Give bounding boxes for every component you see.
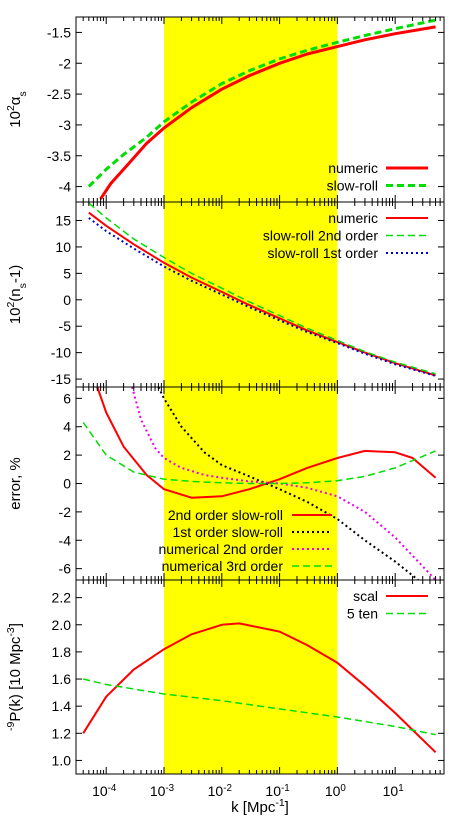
ytick-label: -2: [59, 55, 72, 71]
ytick-label: -15: [51, 371, 71, 387]
axes-ticks: -4 -3.5 -3 -2.5 -2 -1.5 -15 -10 -5 0 5 10 15 -6 -4 -2 0 2…: [47, 17, 445, 800]
ytick-label: 1.2: [52, 725, 72, 741]
legend-label-error-3: numerical 3rd order: [162, 558, 284, 574]
legend-label-ns-2: slow-roll 1st order: [268, 245, 379, 261]
series-line-error-3: [82, 422, 436, 485]
ytick-label: 4: [63, 419, 71, 435]
xtick-label: 10-1: [265, 783, 289, 800]
xtick-label: 101: [383, 783, 404, 800]
ytick-label: -5: [59, 318, 72, 334]
ytick-label: 10: [55, 239, 71, 255]
highlight-band-alpha: [164, 17, 338, 202]
ylabel-alpha: 102αs: [5, 91, 29, 127]
ytick-label: -1.5: [47, 24, 71, 40]
legend-label-pk-1: 5 ten: [347, 606, 378, 622]
legend-label-pk-0: scal: [353, 588, 378, 604]
ytick-label: -3.5: [47, 148, 71, 164]
ylabel-error: error, %: [7, 457, 24, 510]
plot-series: [82, 18, 437, 754]
ylabel-pk: -9P(k) [10 Mpc-3]: [5, 623, 24, 731]
series-line-error-1: [157, 387, 419, 580]
panel-frame-pk: [75, 579, 445, 775]
ytick-label: 15: [55, 213, 71, 229]
ytick-label: 5: [63, 265, 71, 281]
legend-label-error-1: 1st order slow-roll: [173, 524, 283, 540]
ytick-label: 6: [63, 390, 71, 406]
series-line-pk-1: [83, 678, 436, 736]
legend-label-error-2: numerical 2nd order: [158, 541, 283, 557]
axis-labels: 102αs 102(ns-1) error, % -9P(k) [10 Mpc-3] k…: [5, 91, 289, 816]
ytick-label: 1.6: [52, 671, 72, 687]
series-line-pk-0: [82, 622, 437, 754]
ytick-label: 1.4: [52, 698, 72, 714]
ytick-label: 0: [63, 476, 71, 492]
xtick-label: 10-3: [150, 783, 175, 800]
highlight-band-pk: [164, 580, 338, 774]
xtick-label: 10-2: [208, 783, 232, 800]
highlight-band-ns: [164, 202, 338, 387]
series-line-ns-0: [88, 211, 436, 377]
legend-label-alpha-1: slow-roll: [327, 178, 378, 194]
ytick-label: -2: [59, 504, 72, 520]
ytick-label: 2.2: [52, 590, 72, 606]
ytick-label: 2.0: [52, 617, 72, 633]
ytick-label: -6: [59, 561, 72, 577]
ytick-label: -3: [59, 117, 72, 133]
xaxis-label: k [Mpc-1]: [231, 797, 289, 816]
ytick-label: -4: [59, 179, 72, 195]
xtick-label: 10-4: [92, 783, 117, 800]
legend-label-ns-0: numeric: [328, 210, 378, 226]
legend-label-alpha-0: numeric: [328, 160, 378, 176]
highlight-bands: [164, 17, 338, 774]
ytick-label: 1.8: [52, 644, 72, 660]
legend-label-error-0: 2nd order slow-roll: [168, 507, 283, 523]
ytick-label: 1.0: [52, 752, 72, 768]
ylabel-ns: 102(ns-1): [5, 265, 29, 324]
xtick-label: 100: [325, 783, 347, 800]
ytick-label: 2: [63, 447, 71, 463]
legends: numeric slow-roll numeric slow-roll 2nd ord…: [158, 160, 428, 622]
ytick-label: -2.5: [47, 86, 71, 102]
legend-label-ns-1: slow-roll 2nd order: [263, 228, 378, 244]
ytick-label: 0: [63, 292, 71, 308]
series-line-ns-1: [88, 202, 436, 375]
ytick-label: -4: [59, 532, 72, 548]
ytick-label: -10: [51, 345, 71, 361]
series-line-alpha-0: [99, 25, 436, 200]
series-line-error-0: [96, 387, 437, 499]
